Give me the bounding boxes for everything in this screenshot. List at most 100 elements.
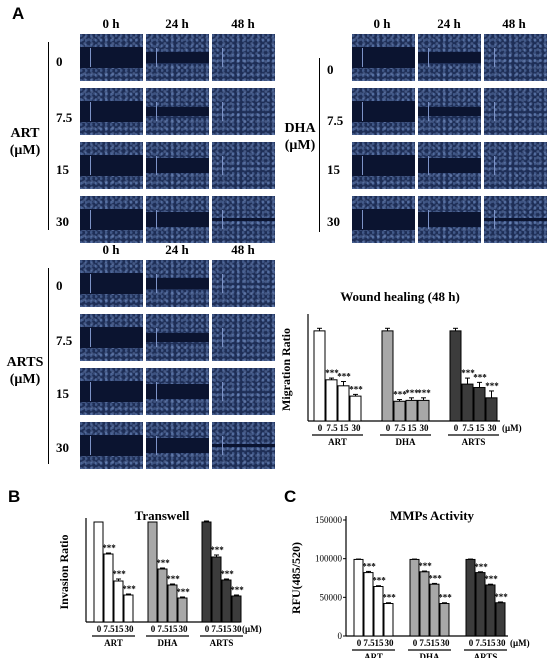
group-label: ART — [104, 638, 123, 648]
significance-label: *** — [166, 574, 180, 584]
micrograph-tile — [146, 196, 209, 243]
scale-marker — [494, 156, 495, 175]
significance-label: *** — [102, 543, 116, 553]
micrograph-tile — [484, 88, 547, 135]
row-bracket — [48, 42, 49, 230]
time-header: 24 h — [437, 16, 461, 31]
concentration-label: 7.5 — [327, 113, 344, 128]
significance-label: *** — [485, 381, 499, 391]
scale-marker — [428, 156, 429, 175]
bar — [449, 330, 462, 422]
bar — [201, 521, 212, 623]
time-header: 0 h — [102, 242, 120, 257]
wound-gap — [146, 212, 209, 227]
scale-marker — [494, 102, 495, 121]
significance-label: *** — [210, 545, 224, 555]
micrograph-tile — [212, 422, 275, 469]
bar — [93, 521, 104, 623]
bar — [461, 383, 474, 422]
micrograph-tile — [212, 196, 275, 243]
scale-marker — [222, 436, 223, 455]
bar — [393, 400, 406, 422]
significance-label: *** — [325, 368, 339, 378]
significance-label: *** — [417, 388, 431, 398]
scale-marker — [428, 48, 429, 67]
row-bracket — [48, 268, 49, 464]
bar — [177, 597, 188, 623]
micrograph-tile — [418, 196, 481, 243]
x-tick-label: 30 — [385, 638, 395, 648]
bar — [405, 399, 418, 422]
x-tick-label: 7.5 — [419, 638, 431, 648]
x-tick-label: 0 — [469, 638, 474, 648]
scale-marker — [156, 274, 157, 293]
scale-marker — [156, 382, 157, 401]
scale-marker — [494, 48, 495, 67]
row-bracket — [319, 58, 320, 232]
micrograph-tile — [80, 142, 143, 189]
wound-gap — [418, 51, 481, 64]
concentration-label: 0 — [327, 62, 334, 77]
group-label: ARTS — [210, 638, 234, 648]
scale-marker — [90, 436, 91, 455]
bar — [147, 521, 158, 623]
panel-label-c: C — [284, 487, 297, 506]
group-label: DHA — [420, 652, 441, 658]
group-label: DHA — [158, 638, 179, 648]
wound-gap — [418, 107, 481, 116]
x-tick-label: 15 — [223, 624, 233, 634]
group-label-arts: ARTS (μM) — [6, 355, 44, 387]
x-tick-label: 15 — [476, 423, 486, 433]
concentration-label: 30 — [56, 214, 69, 229]
group-label: ARTS — [474, 652, 498, 658]
y-tick-label: 100000 — [315, 554, 343, 564]
x-tick-label: 15 — [115, 624, 125, 634]
scale-marker — [222, 156, 223, 175]
micrograph-tile — [80, 368, 143, 415]
x-tick-label: 0 — [205, 624, 210, 634]
significance-label: *** — [156, 558, 170, 568]
scale-marker — [156, 102, 157, 121]
significance-label: *** — [112, 569, 126, 579]
scale-marker — [222, 274, 223, 293]
scale-marker — [156, 210, 157, 229]
wound-gap — [418, 158, 481, 173]
significance-label: *** — [405, 388, 419, 398]
significance-label: *** — [382, 593, 396, 603]
wound-gap — [146, 277, 209, 290]
bar — [419, 571, 430, 637]
group-label: DHA — [396, 437, 417, 447]
x-tick-label: 7.5 — [326, 423, 338, 433]
micrograph-tile — [418, 142, 481, 189]
time-header: 24 h — [165, 16, 189, 31]
significance-label: *** — [484, 574, 498, 584]
wound-gap — [146, 158, 209, 173]
micrograph-tile — [146, 314, 209, 361]
wound-gap — [146, 107, 209, 116]
y-tick-label: 0 — [338, 631, 343, 641]
micrograph-tile — [146, 260, 209, 307]
micrograph-tile — [80, 422, 143, 469]
scale-marker — [156, 436, 157, 455]
scale-marker — [90, 210, 91, 229]
significance-label: *** — [461, 368, 475, 378]
micrograph-tile — [80, 314, 143, 361]
micrograph-tile — [146, 34, 209, 81]
panel-label-b: B — [8, 487, 21, 506]
micrograph-tile — [212, 314, 275, 361]
micrograph-tile — [212, 260, 275, 307]
x-tick-label: 0 — [151, 624, 156, 634]
scale-marker — [222, 102, 223, 121]
y-axis-label: Migration Ratio — [279, 328, 293, 411]
scale-marker — [362, 48, 363, 67]
x-tick-label: 7.5 — [462, 423, 474, 433]
significance-label: *** — [494, 592, 508, 602]
x-tick-label: 7.5 — [394, 423, 406, 433]
wound-gap — [146, 51, 209, 64]
bar — [325, 379, 338, 422]
x-tick-label: 7.5 — [363, 638, 375, 648]
bar — [473, 387, 486, 422]
wound-gap — [352, 154, 415, 177]
concentration-label: 7.5 — [56, 333, 73, 348]
x-tick-label: 15 — [169, 624, 179, 634]
